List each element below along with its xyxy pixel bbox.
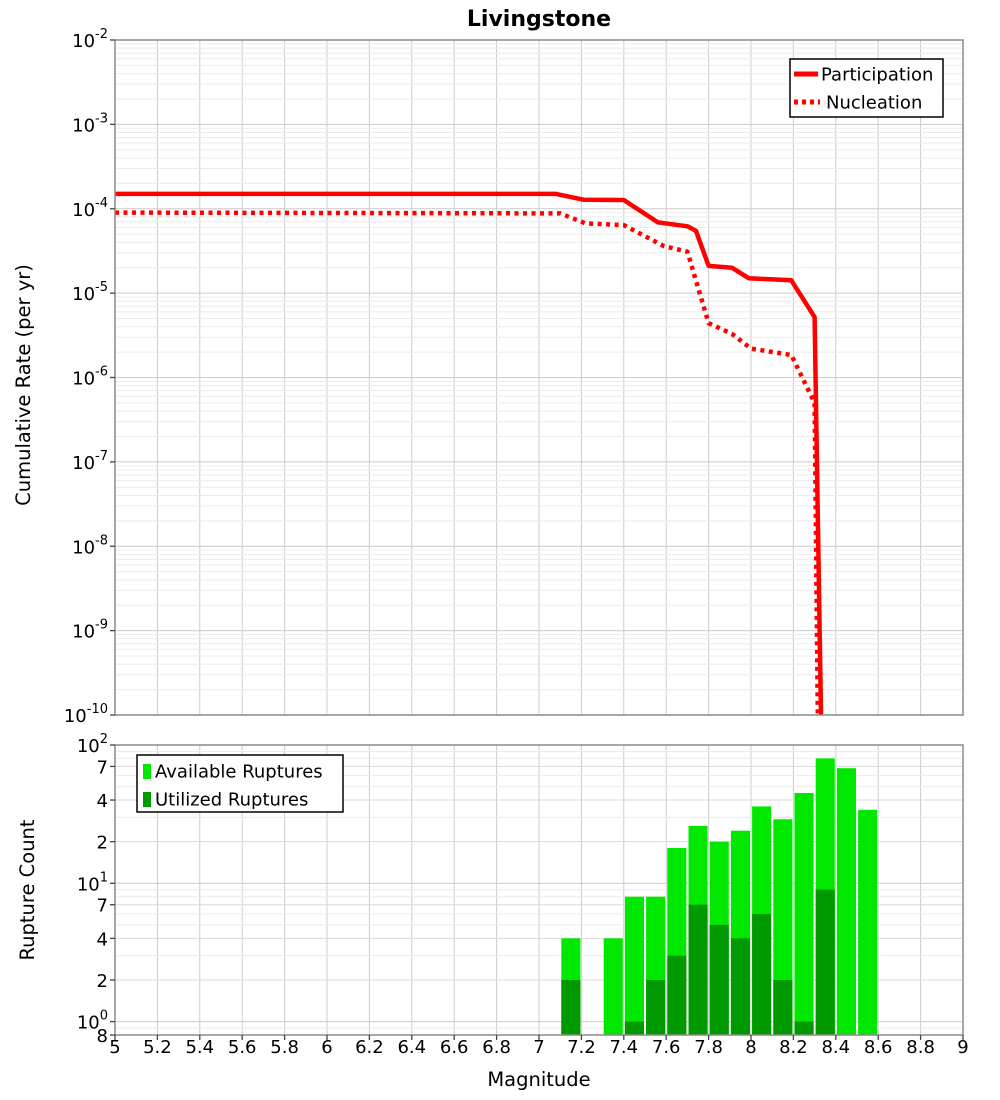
nucleation-legend-label: Nucleation [826, 93, 922, 114]
utilized-ruptures-legend-label: Utilized Ruptures [155, 790, 308, 811]
y-tick-label: 2 [97, 833, 108, 854]
utilized-ruptures-bar [794, 1021, 814, 1035]
x-tick-label: 7.2 [567, 1037, 596, 1058]
y-tick-exponent: -3 [95, 111, 108, 126]
y-tick-exponent: -5 [95, 280, 108, 295]
bottom-panel-axis: 5 5.2 5.4 5.6 5.8 6 6.2 6.4 6.6 6.8 7 7.2 7.4 7.6 7.8 8… [77, 732, 969, 1058]
x-tick-label: 8.2 [779, 1037, 808, 1058]
rupture-count-axis-title: Rupture Count [16, 819, 39, 960]
top-panel-series [114, 191, 824, 716]
y-tick-exponent: -9 [95, 618, 108, 633]
utilized-ruptures-swatch [143, 792, 151, 807]
y-tick-label: 8 [97, 1026, 108, 1047]
utilized-ruptures-bar [773, 980, 793, 1035]
y-tick-label: 10-6 [72, 365, 108, 390]
available-ruptures-bar [794, 793, 814, 1035]
y-tick-exponent: -8 [95, 533, 108, 548]
utilized-ruptures-bar [709, 924, 729, 1035]
utilized-ruptures-bar [624, 1021, 644, 1035]
x-tick-label: 8.8 [906, 1037, 935, 1058]
available-ruptures-bar [603, 938, 623, 1035]
y-tick-label: 10-9 [72, 618, 108, 643]
utilized-ruptures-bar [730, 938, 750, 1035]
y-tick-label: 10-4 [72, 196, 108, 221]
x-tick-label: 8.6 [864, 1037, 893, 1058]
y-tick-label: 4 [97, 791, 108, 812]
utilized-ruptures-bar [815, 889, 835, 1035]
utilized-ruptures-bar [752, 914, 772, 1035]
y-tick-exponent: 0 [100, 1009, 108, 1024]
y-tick-label: 10-2 [72, 27, 108, 52]
utilized-ruptures-bar [667, 955, 687, 1035]
x-tick-label: 5 [109, 1037, 120, 1058]
available-ruptures-bar [858, 809, 878, 1035]
y-tick-label: 7 [97, 896, 108, 917]
x-tick-label: 6.6 [440, 1037, 469, 1058]
y-tick-label: 10-7 [72, 449, 108, 474]
y-tick-exponent: -2 [95, 27, 108, 42]
rupture-legend: Available Ruptures Utilized Ruptures [136, 754, 344, 813]
available-ruptures-swatch [143, 764, 151, 779]
x-tick-label: 5.6 [228, 1037, 257, 1058]
x-tick-label: 5.2 [143, 1037, 172, 1058]
chart-title: Livingstone [467, 7, 611, 32]
y-tick-label: 10-10 [64, 702, 108, 727]
y-tick-label: 102 [77, 732, 108, 757]
top-panel-gridlines [114, 40, 964, 715]
available-ruptures-legend-label: Available Ruptures [155, 762, 323, 783]
y-tick-label: 10-5 [72, 280, 108, 305]
rate-legend: Participation Nucleation [789, 58, 944, 118]
y-tick-label: 4 [97, 929, 108, 950]
available-ruptures-bar [624, 896, 644, 1035]
y-tick-exponent: -10 [87, 702, 108, 717]
x-tick-label: 7.6 [652, 1037, 681, 1058]
x-tick-label: 6 [321, 1037, 332, 1058]
x-tick-label: 9 [957, 1037, 968, 1058]
x-tick-label: 7.8 [694, 1037, 723, 1058]
top-panel-axis: 10-2 10-3 10-4 10-5 10-6 10-7 10-8 10-9 10-10 [64, 27, 115, 727]
y-tick-label: 10-8 [72, 533, 108, 558]
y-tick-exponent: -4 [95, 196, 108, 211]
y-tick-exponent: 1 [100, 870, 108, 885]
x-tick-label: 8 [745, 1037, 756, 1058]
y-tick-exponent: -7 [95, 449, 108, 464]
x-tick-label: 7.4 [609, 1037, 638, 1058]
x-tick-label: 8.4 [821, 1037, 850, 1058]
x-tick-label: 5.4 [185, 1037, 214, 1058]
y-tick-label: 7 [97, 757, 108, 778]
participation-curve [115, 191, 824, 716]
bottom-panel-bars [561, 758, 878, 1035]
y-tick-exponent: 2 [100, 732, 108, 747]
nucleation-curve [114, 210, 821, 716]
rupture-legend-box [136, 754, 344, 813]
x-tick-label: 6.2 [355, 1037, 384, 1058]
participation-legend-label: Participation [821, 65, 933, 86]
x-tick-label: 7 [533, 1037, 544, 1058]
utilized-ruptures-bar [688, 904, 708, 1035]
x-tick-label: 5.8 [270, 1037, 299, 1058]
magnitude-axis-title: Magnitude [487, 1068, 590, 1091]
x-tick-label: 6.8 [482, 1037, 511, 1058]
y-tick-exponent: -6 [95, 365, 108, 380]
rate-legend-box [789, 58, 944, 118]
available-ruptures-bar [836, 768, 856, 1035]
y-tick-label: 10-3 [72, 111, 108, 136]
y-tick-label: 2 [97, 971, 108, 992]
cumulative-rate-axis-title: Cumulative Rate (per yr) [12, 264, 35, 506]
utilized-ruptures-bar [646, 980, 666, 1035]
y-tick-label: 101 [77, 870, 108, 895]
x-tick-label: 6.4 [397, 1037, 426, 1058]
utilized-ruptures-bar [561, 980, 581, 1035]
